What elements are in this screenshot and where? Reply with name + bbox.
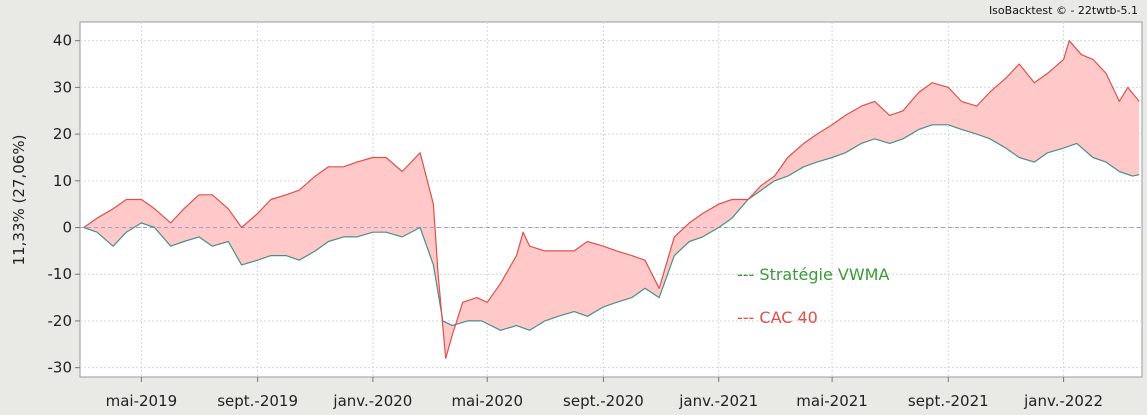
x-tick-label: mai-2021	[796, 392, 868, 410]
y-tick-label: 30	[53, 78, 72, 96]
y-tick-label: 10	[53, 172, 72, 190]
y-tick-label: 40	[53, 32, 72, 50]
x-tick-label: mai-2020	[451, 392, 523, 410]
y-axis-label: 11,33% (27,06%)	[10, 135, 28, 266]
series-lines	[83, 40, 1140, 359]
legend-item-strategy-label: Stratégie VWMA	[759, 265, 889, 284]
legend-item-strategy: --- Stratégie VWMA	[737, 265, 889, 284]
x-tick-label: sept.-2020	[563, 392, 644, 410]
watermark: IsoBacktest © - 22twtb-5.1	[989, 4, 1138, 17]
y-tick-label: -20	[48, 312, 73, 330]
x-tick-label: janv.-2022	[1023, 392, 1103, 410]
y-tick-label: 20	[53, 125, 72, 143]
x-axis: mai-2019 sept.-2019 janv.-2020 mai-2020 sept…	[106, 377, 1103, 410]
x-tick-label: mai-2019	[106, 392, 178, 410]
legend-item-cac40-dash: ---	[737, 308, 759, 327]
legend: --- Stratégie VWMA --- CAC 40	[737, 265, 889, 327]
x-tick-label: sept.-2021	[908, 392, 989, 410]
y-tick-label: 0	[62, 219, 72, 237]
legend-item-cac40: --- CAC 40	[737, 308, 818, 327]
y-tick-label: -30	[48, 359, 73, 377]
series-line-cac40	[83, 40, 1140, 359]
plot-area	[79, 21, 1143, 378]
fill-between-area	[83, 40, 1140, 359]
y-axis: -30 -20 -10 0 10 20 30 40	[48, 32, 80, 377]
x-tick-label: janv.-2020	[332, 392, 412, 410]
y-tick-label: -10	[48, 265, 73, 283]
x-tick-label: sept.-2019	[217, 392, 298, 410]
legend-item-strategy-dash: ---	[737, 265, 759, 284]
legend-item-cac40-label: CAC 40	[759, 308, 817, 327]
x-tick-label: janv.-2021	[678, 392, 758, 410]
series-line-strategy	[83, 124, 1140, 331]
